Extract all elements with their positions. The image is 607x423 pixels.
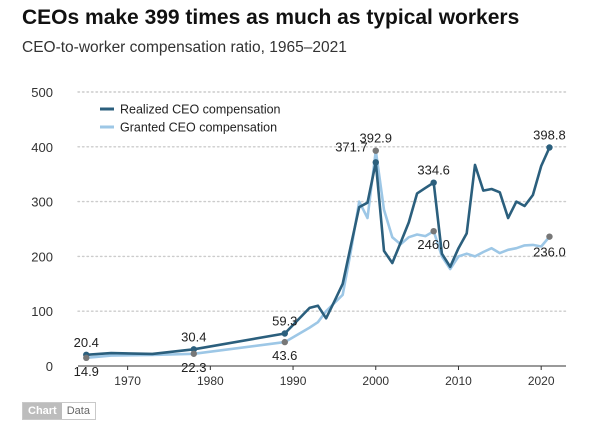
axes: 0 100 200 300 400 500 1970 1980 1990 2000 2010 2020 <box>31 85 566 388</box>
data-label: 30.4 <box>181 329 206 344</box>
data-label: 22.3 <box>181 360 206 375</box>
line-chart: 0 100 200 300 400 500 1970 1980 1990 2000 2010 2020… <box>31 85 567 388</box>
data-label: 43.6 <box>272 348 297 363</box>
x-tick-label: 1980 <box>197 374 224 388</box>
data-view-button[interactable]: Data <box>61 403 95 419</box>
data-point-marker <box>83 354 90 362</box>
data-label: 392.9 <box>359 131 392 146</box>
data-label: 20.4 <box>74 335 99 350</box>
x-tick-label: 1990 <box>280 374 307 388</box>
data-point-marker <box>430 227 437 235</box>
x-tick-label: 1970 <box>114 374 141 388</box>
chart-subtitle: CEO-to-worker compensation ratio, 1965–2… <box>22 39 347 56</box>
y-tick-label: 0 <box>46 359 53 374</box>
chart-view-button[interactable]: Chart <box>23 403 62 419</box>
data-label: 14.9 <box>74 364 99 379</box>
granted-series-line <box>85 149 551 360</box>
data-point-marker <box>546 144 553 151</box>
x-tick-label: 2010 <box>445 374 472 388</box>
data-point-marker <box>430 179 437 186</box>
series-lines <box>85 146 551 360</box>
x-tick-label: 2020 <box>528 374 555 388</box>
data-label: 236.0 <box>533 245 566 260</box>
data-point-marker <box>281 330 288 337</box>
data-label: 398.8 <box>533 127 566 142</box>
chart-title: CEOs make 399 times as much as typical w… <box>22 6 520 29</box>
y-tick-label: 300 <box>31 195 53 210</box>
legend-label: Realized CEO compensation <box>120 103 281 117</box>
data-label: 371.7 <box>335 139 368 154</box>
data-point-marker <box>281 338 288 346</box>
y-tick-label: 100 <box>31 304 53 319</box>
view-toggle: Chart Data <box>22 402 96 420</box>
data-point-marker <box>372 147 379 154</box>
x-tick-label: 2000 <box>362 374 389 388</box>
data-label: 246.0 <box>417 237 450 252</box>
legend-label: Granted CEO compensation <box>120 121 277 135</box>
legend: Realized CEO compensation Granted CEO com… <box>100 103 281 135</box>
data-point-marker <box>190 346 197 353</box>
y-tick-label: 400 <box>31 140 53 155</box>
data-markers <box>83 144 553 362</box>
y-tick-label: 500 <box>31 85 53 100</box>
data-label: 59.3 <box>272 314 297 329</box>
realized-series-line <box>85 146 551 357</box>
data-point-marker <box>190 350 197 357</box>
data-label: 334.6 <box>417 163 450 178</box>
data-point-marker <box>372 159 379 166</box>
data-point-marker <box>546 233 553 240</box>
y-tick-label: 200 <box>31 249 53 264</box>
